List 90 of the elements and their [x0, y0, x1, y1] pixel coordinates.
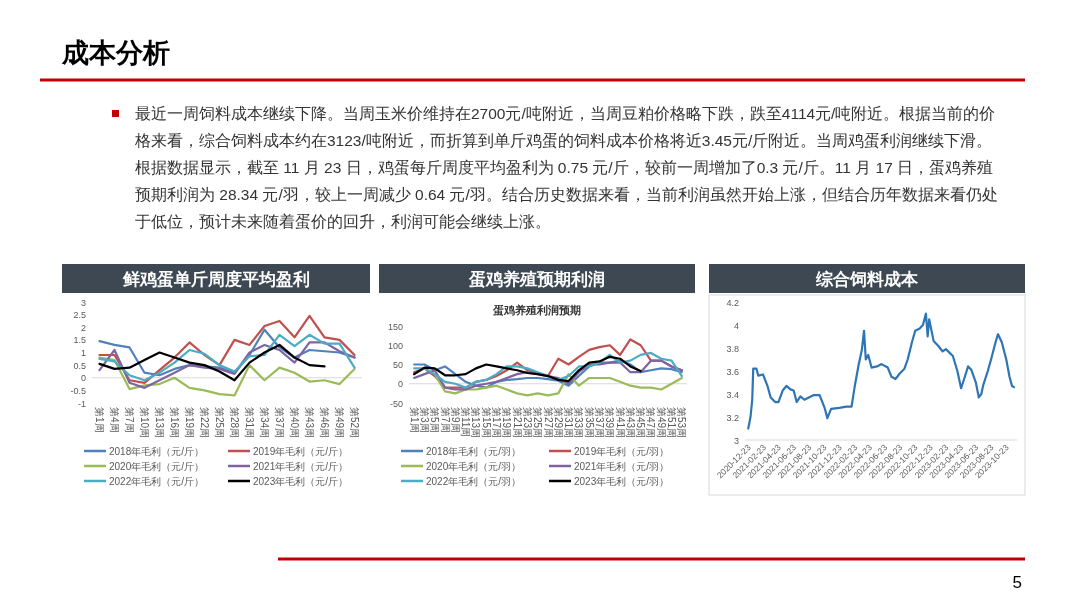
- y-tick-label: 2: [80, 322, 86, 333]
- legend-label: 2018年毛利（元/羽）: [426, 445, 522, 457]
- line-series: [413, 351, 683, 389]
- x-tick-label: 第19周: [184, 407, 195, 439]
- legend-label: 2018年毛利（元/斤）: [109, 445, 205, 457]
- x-tick-label: 第23周: [521, 407, 533, 439]
- y-tick-label: 3.2: [726, 412, 739, 423]
- y-tick-label: 3.6: [726, 366, 739, 377]
- x-tick-label: 第25周: [532, 407, 544, 439]
- x-tick-label: 第29周: [552, 407, 564, 439]
- legend-label: 2023年毛利（元/羽）: [574, 475, 670, 487]
- y-tick-label: -50: [389, 398, 403, 409]
- x-tick-label: 第53周: [676, 407, 688, 439]
- x-tick-label: 第19周: [501, 407, 513, 439]
- y-tick-label: 0: [397, 379, 403, 390]
- line-series: [747, 312, 1016, 430]
- y-tick-label: 0: [80, 373, 86, 384]
- x-tick-label: 第9周: [449, 407, 461, 433]
- y-tick-label: -1: [77, 398, 86, 409]
- y-tick-label: 3.8: [726, 343, 739, 354]
- x-tick-label: 第37周: [593, 407, 605, 439]
- x-tick-label: 第46周: [319, 407, 330, 439]
- x-tick-label: 第5周: [429, 407, 441, 433]
- legend-label: 2022年毛利（元/羽）: [426, 475, 522, 487]
- legend-label: 2023年毛利（元/斤）: [253, 475, 349, 487]
- x-tick-label: 第39周: [604, 407, 616, 439]
- x-tick-label: 第31周: [563, 407, 575, 439]
- x-tick-label: 第28周: [229, 407, 240, 439]
- x-tick-label: 第21周: [511, 407, 523, 439]
- legend-label: 2019年毛利（元/羽）: [574, 445, 670, 457]
- text: 最近一周饲料成本继续下降。当周玉米价维持在2700元/吨附近，当周豆粕价格略下跌，跌至4114元/吨附近。根据当前的价格来看，综合饲料成本约在3123/吨附近，而折算到单斤鸡蛋的饲料成本价格将近3.45元/斤附近。当周鸡蛋利润继续下滑。根据数据显示，截至 11 月 23 日，鸡蛋每斤周度平均盈利为 0.75 元/斤，较前一周增加了0.3 元/斤。11 月 17 日，蛋鸡养殖预期利润为 28.34 元/羽，较上一周减少 0.64 元/羽。结合历史数据来看，当前利润虽然开始上涨，但结合历年数据来看仍处于低位，预计未来随着蛋价的回升，利润可能会继续上涨。: [135, 104, 999, 232]
- y-tick-label: 150: [387, 321, 403, 332]
- chart-subtitle: 蛋鸡养殖利润预期: [492, 304, 581, 317]
- text: 5: [1012, 573, 1022, 592]
- y-tick-label: 1: [80, 348, 86, 358]
- x-tick-label: 第37周: [274, 407, 285, 439]
- line-series: [413, 355, 642, 383]
- x-tick-label: 第49周: [655, 407, 667, 439]
- x-tick-label: 第33周: [573, 407, 585, 439]
- x-tick-label: 第35周: [583, 407, 595, 439]
- x-tick-label: 第27周: [542, 407, 554, 439]
- text: 成本分析: [61, 38, 170, 68]
- x-tick-label: 第11周: [460, 407, 472, 438]
- x-tick-label: 第10周: [139, 407, 150, 439]
- x-tick-label: 第43周: [304, 407, 315, 439]
- y-tick-label: 50: [392, 360, 403, 370]
- y-tick-label: 2.5: [73, 310, 86, 321]
- y-tick-label: 0.5: [73, 360, 86, 371]
- x-tick-label: 第15周: [480, 407, 492, 439]
- x-tick-label: 第45周: [635, 407, 647, 439]
- line-series: [98, 356, 356, 397]
- x-tick-label: 第13周: [470, 407, 482, 439]
- legend-label: 2021年毛利（元/斤）: [253, 460, 349, 472]
- line-series: [98, 341, 356, 389]
- legend-label: 2020年毛利（元/羽）: [426, 460, 522, 472]
- x-tick-label: 第1周: [94, 407, 105, 433]
- legend-label: 2020年毛利（元/斤）: [109, 460, 205, 472]
- legend-label: 2022年毛利（元/斤）: [109, 475, 205, 487]
- chart-title: 综合饲料成本: [815, 270, 919, 289]
- x-tick-label: 第22周: [199, 407, 210, 439]
- x-tick-label: 第31周: [244, 407, 255, 439]
- x-tick-label: 第34周: [259, 407, 270, 439]
- y-tick-label: 4: [733, 320, 739, 331]
- y-tick-label: 4.2: [726, 297, 739, 308]
- legend-label: 2019年毛利（元/斤）: [253, 445, 349, 457]
- y-tick-label: 1.5: [73, 335, 86, 346]
- x-tick-label: 第7周: [124, 407, 135, 433]
- chart-title: 鲜鸡蛋单斤周度平均盈利: [121, 270, 310, 289]
- x-tick-label: 第43周: [624, 407, 636, 439]
- x-tick-label: 第3周: [418, 407, 430, 433]
- chart-title: 蛋鸡养殖预期利润: [468, 270, 605, 289]
- y-tick-label: 100: [387, 340, 403, 351]
- x-tick-label: 第13周: [154, 407, 165, 439]
- legend-label: 2021年毛利（元/羽）: [574, 460, 670, 472]
- x-tick-label: 第7周: [439, 407, 451, 433]
- x-tick-label: 第1周: [408, 407, 420, 433]
- x-tick-label: 第49周: [334, 407, 345, 439]
- x-tick-label: 第52周: [349, 407, 360, 439]
- x-tick-label: 第4周: [109, 407, 120, 433]
- line-series: [98, 343, 326, 382]
- x-tick-label: 第16周: [169, 407, 180, 439]
- x-tick-label: 第41周: [614, 407, 626, 439]
- y-tick-label: 3.4: [726, 389, 739, 400]
- x-tick-label: 第25周: [214, 407, 225, 439]
- line-series: [98, 314, 356, 384]
- y-tick-label: 3: [80, 297, 86, 308]
- y-tick-label: 3: [733, 435, 739, 446]
- x-tick-label: 第40周: [289, 407, 300, 439]
- x-tick-label: 第47周: [645, 407, 657, 439]
- y-tick-label: -0.5: [70, 385, 86, 396]
